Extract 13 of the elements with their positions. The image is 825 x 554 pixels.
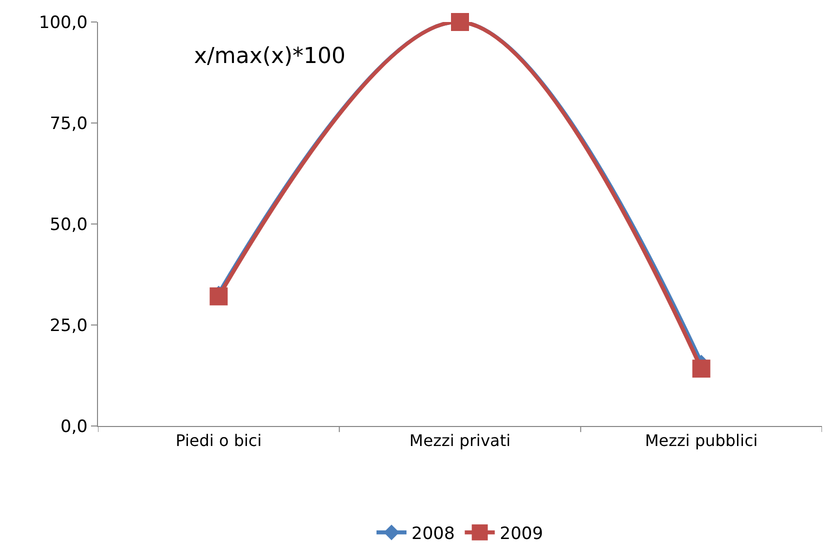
point — [692, 360, 710, 378]
legend-label: 2008 — [412, 524, 455, 544]
y-tick-label: 75,0 — [50, 114, 88, 134]
y-tick-label: 50,0 — [50, 214, 88, 235]
annotation: x/max(x)*100 — [194, 44, 346, 69]
y-tick-label: 0,0 — [60, 416, 88, 437]
legend-label: 2009 — [500, 524, 544, 544]
x-tick-label: Piedi o bici — [176, 431, 262, 450]
x-tick-label: Mezzi pubblici — [644, 431, 758, 450]
x-tick-label: Mezzi privati — [409, 431, 511, 450]
y-tick-label: 100,0 — [38, 12, 88, 33]
y-tick-label: 25,0 — [50, 316, 88, 336]
point — [210, 287, 228, 306]
